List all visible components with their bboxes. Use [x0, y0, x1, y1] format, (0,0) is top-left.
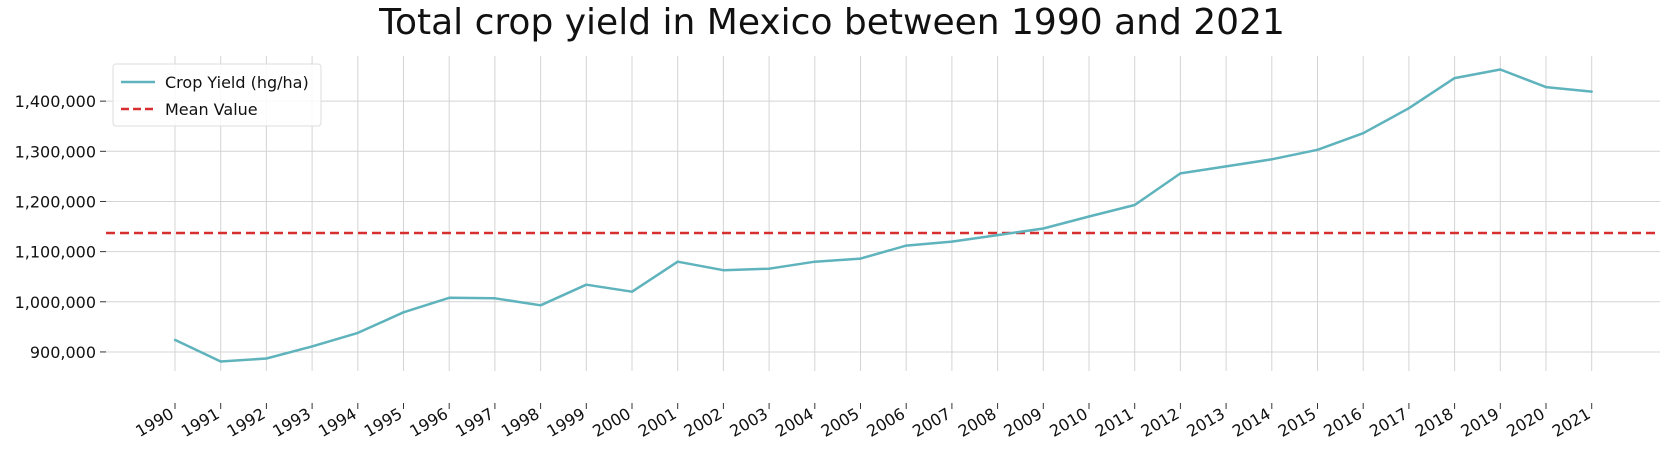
- data-point: [767, 267, 771, 270]
- y-tick-label: 1,300,000: [15, 142, 96, 161]
- data-point: [1042, 227, 1045, 230]
- data-point: [310, 345, 314, 348]
- data-point: [1499, 68, 1502, 71]
- x-tick-label: 1995: [361, 404, 406, 441]
- x-tick-label: 1996: [406, 404, 451, 441]
- data-point: [1179, 172, 1182, 175]
- data-point: [950, 240, 954, 243]
- data-point: [1407, 106, 1411, 110]
- data-point: [630, 290, 634, 293]
- data-point: [173, 338, 177, 342]
- data-point: [585, 283, 588, 286]
- x-tick-label: 1992: [224, 404, 269, 441]
- x-tick-label: 2008: [955, 404, 1000, 441]
- x-tick-label: 2009: [1001, 404, 1046, 441]
- x-tick-label: 1993: [269, 404, 314, 441]
- legend-box: [112, 63, 322, 127]
- x-tick-label: 1999: [544, 404, 589, 441]
- data-point: [1133, 203, 1136, 207]
- legend-label-crop-yield: Crop Yield (hg/ha): [165, 73, 309, 92]
- data-point: [722, 268, 725, 272]
- x-tick-label: 2007: [909, 404, 954, 441]
- x-tick-label: 2001: [635, 404, 680, 441]
- data-point: [1087, 215, 1091, 218]
- data-point: [996, 233, 999, 237]
- y-tick-label: 1,000,000: [15, 293, 96, 312]
- data-point: [1544, 85, 1548, 89]
- data-point: [356, 331, 359, 335]
- y-tick-label: 900,000: [30, 343, 96, 362]
- x-tick-label: 2013: [1183, 404, 1228, 441]
- x-tick-label: 2014: [1229, 404, 1274, 441]
- data-point: [859, 257, 862, 260]
- x-tick-label: 1990: [132, 404, 177, 441]
- data-point: [1453, 76, 1456, 80]
- x-tick-label: 2006: [863, 404, 908, 441]
- x-tick-label: 2005: [818, 404, 863, 441]
- x-tick-label: 2002: [681, 404, 726, 441]
- x-tick-label: 2019: [1458, 404, 1503, 441]
- crop-yield-series-line: [174, 68, 1592, 363]
- x-tick-label: 1991: [178, 404, 223, 441]
- chart-title: Total crop yield in Mexico between 1990 …: [379, 2, 1285, 43]
- data-point: [1270, 158, 1274, 161]
- data-point: [448, 296, 451, 299]
- x-tick-label: 2011: [1092, 404, 1137, 441]
- data-point: [676, 260, 679, 263]
- x-tick-label: 1994: [315, 404, 360, 441]
- data-point: [1590, 90, 1593, 93]
- x-tick-label: 2018: [1412, 404, 1457, 441]
- data-point: [402, 311, 405, 314]
- data-point: [219, 360, 222, 363]
- x-tick-label: 1998: [498, 404, 543, 441]
- x-tick-label: 1997: [452, 404, 497, 441]
- data-point: [265, 357, 268, 360]
- legend-label-mean: Mean Value: [165, 100, 258, 119]
- data-point: [813, 260, 816, 263]
- x-tick-label: 2020: [1503, 404, 1548, 441]
- x-tick-label: 2012: [1138, 404, 1183, 441]
- x-tick-label: 2010: [1046, 404, 1091, 441]
- x-tick-label: 2000: [589, 404, 634, 441]
- data-point: [1316, 148, 1319, 151]
- data-point: [1224, 165, 1228, 168]
- x-tick-label: 2016: [1320, 404, 1365, 441]
- y-tick-label: 1,200,000: [15, 192, 96, 211]
- x-tick-label: 2021: [1549, 404, 1594, 441]
- y-tick-label: 1,100,000: [15, 243, 96, 262]
- data-point: [1362, 132, 1365, 135]
- x-tick-label: 2015: [1275, 404, 1320, 441]
- x-tick-label: 2003: [726, 404, 771, 441]
- data-point: [493, 297, 497, 300]
- x-tick-label: 2004: [772, 404, 817, 441]
- x-tick-label: 2017: [1366, 404, 1411, 441]
- data-point: [539, 304, 542, 307]
- y-tick-label: 1,400,000: [15, 92, 96, 111]
- data-point: [905, 244, 908, 247]
